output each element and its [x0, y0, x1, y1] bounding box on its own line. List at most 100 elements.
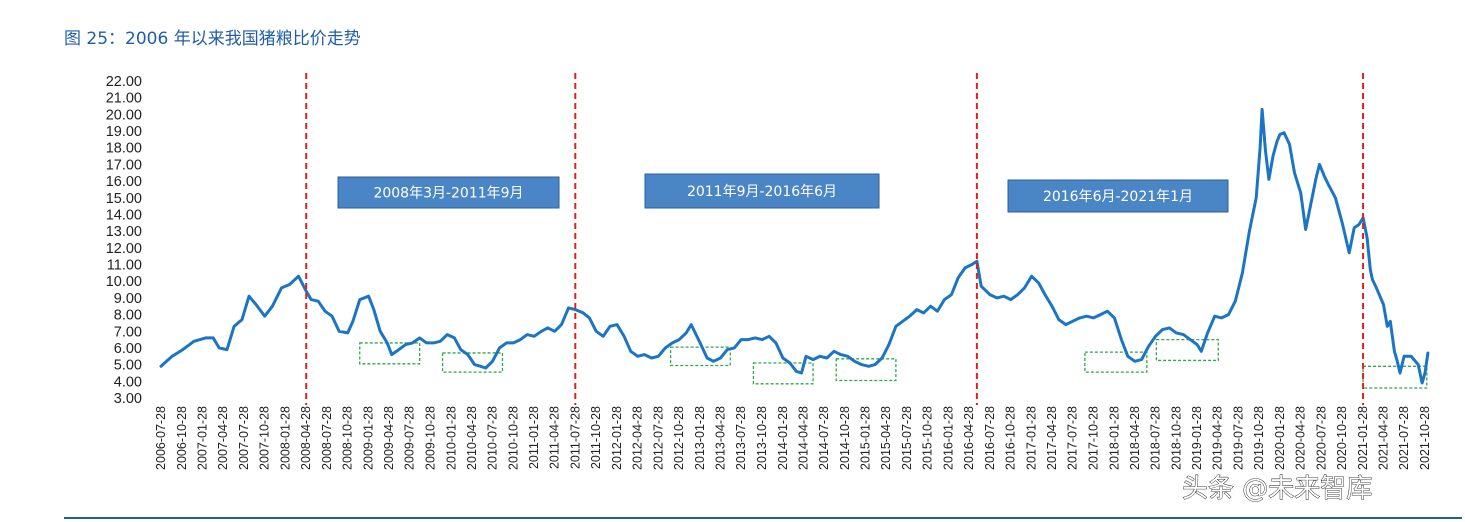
x-tick-label: 2020-07-28 — [1314, 406, 1328, 470]
x-tick-label: 2014-10-28 — [838, 406, 852, 470]
y-tick-label: 10.00 — [106, 274, 142, 290]
y-tick-label: 13.00 — [106, 224, 142, 240]
x-tick-label: 2019-10-28 — [1252, 406, 1266, 470]
y-tick-label: 21.00 — [106, 91, 142, 107]
trough-highlight-box — [1084, 351, 1148, 373]
x-axis: 2006-07-28 2006-10-28 2007-01-28 2007-04-28… — [154, 406, 1432, 470]
x-tick-label: 2007-04-28 — [216, 406, 230, 470]
x-tick-label: 2019-01-28 — [1190, 406, 1204, 470]
x-tick-label: 2011-01-28 — [527, 406, 541, 469]
x-tick-label: 2008-04-28 — [299, 406, 313, 470]
x-tick-label: 2014-04-28 — [796, 406, 810, 470]
y-tick-label: 8.00 — [114, 308, 142, 324]
trough-highlight-box — [1362, 365, 1428, 389]
x-tick-label: 2015-10-28 — [921, 406, 935, 470]
figure-title: 图 25：2006 年以来我国猪粮比价走势 — [64, 29, 361, 49]
x-tick-label: 2020-04-28 — [1294, 406, 1308, 470]
x-tick-label: 2017-10-28 — [1087, 406, 1101, 470]
y-tick-label: 19.00 — [106, 124, 142, 140]
trough-highlight-box — [359, 342, 421, 365]
x-tick-label: 2020-10-28 — [1335, 406, 1349, 470]
trough-highlight-box — [835, 358, 897, 382]
trough-highlight-box — [752, 362, 814, 385]
x-tick-label: 2006-10-28 — [175, 406, 189, 470]
x-tick-label: 2018-07-28 — [1148, 406, 1162, 470]
watermark: 头条 @未来智库 — [1182, 474, 1372, 504]
y-tick-label: 22.00 — [106, 74, 142, 90]
period-label-text: 2011年9月-2016年6月 — [687, 184, 837, 200]
period-labels: 2008年3月-2011年9月 2011年9月-2016年6月 2016年6月-20… — [337, 173, 1229, 213]
x-tick-label: 2017-07-28 — [1066, 406, 1080, 470]
x-tick-label: 2019-07-28 — [1231, 406, 1245, 470]
y-tick-label: 14.00 — [106, 207, 142, 223]
x-tick-label: 2013-07-28 — [734, 406, 748, 470]
cycle-dividers — [305, 73, 1365, 405]
x-tick-label: 2011-10-28 — [589, 406, 603, 469]
x-tick-label: 2016-10-28 — [1004, 406, 1018, 470]
x-tick-label: 2008-10-28 — [341, 406, 355, 470]
x-tick-label: 2011-07-28 — [568, 406, 582, 469]
period-label-box — [1007, 179, 1229, 213]
y-tick-label: 18.00 — [106, 141, 142, 157]
trough-highlights — [359, 338, 1428, 389]
y-tick-label: 5.00 — [114, 358, 142, 374]
x-tick-label: 2013-01-28 — [693, 406, 707, 470]
x-tick-label: 2010-10-28 — [506, 406, 520, 470]
x-tick-label: 2012-10-28 — [672, 406, 686, 470]
series-layer — [159, 107, 1430, 385]
x-tick-label: 2011-04-28 — [548, 406, 562, 469]
x-tick-label: 2014-07-28 — [817, 406, 831, 470]
y-tick-label: 7.00 — [114, 324, 142, 340]
x-tick-label: 2012-01-28 — [610, 406, 624, 470]
x-tick-label: 2016-04-28 — [962, 406, 976, 470]
x-tick-label: 2013-10-28 — [755, 406, 769, 470]
x-tick-label: 2014-01-28 — [776, 406, 790, 470]
x-tick-label: 2021-04-28 — [1376, 406, 1390, 470]
x-tick-label: 2009-04-28 — [382, 406, 396, 470]
x-tick-label: 2010-07-28 — [485, 406, 499, 470]
period-label-box — [644, 173, 880, 209]
y-axis: 3.004.005.006.007.008.009.0010.0011.0012… — [106, 74, 142, 407]
y-tick-label: 12.00 — [106, 241, 142, 257]
series-line — [159, 107, 1430, 385]
x-tick-label: 2007-01-28 — [196, 406, 210, 470]
x-tick-label: 2021-07-28 — [1397, 406, 1411, 470]
x-tick-label: 2008-07-28 — [320, 406, 334, 470]
x-tick-label: 2021-10-28 — [1418, 406, 1432, 470]
x-tick-label: 2012-07-28 — [651, 406, 665, 470]
x-tick-label: 2015-07-28 — [900, 406, 914, 470]
x-tick-label: 2009-07-28 — [403, 406, 417, 470]
x-tick-label: 2010-04-28 — [465, 406, 479, 470]
x-tick-label: 2007-07-28 — [237, 406, 251, 470]
x-tick-label: 2019-04-28 — [1211, 406, 1225, 470]
x-tick-label: 2010-01-28 — [444, 406, 458, 470]
period-label-text: 2008年3月-2011年9月 — [373, 186, 523, 202]
x-tick-label: 2018-01-28 — [1107, 406, 1121, 470]
y-tick-label: 11.00 — [107, 258, 142, 274]
y-tick-label: 16.00 — [106, 174, 142, 190]
x-tick-label: 2017-04-28 — [1045, 406, 1059, 470]
x-tick-label: 2007-10-28 — [258, 406, 272, 470]
y-tick-label: 17.00 — [106, 157, 142, 173]
x-tick-label: 2020-01-28 — [1273, 406, 1287, 470]
x-tick-label: 2015-04-28 — [879, 406, 893, 470]
trough-highlight-box — [669, 346, 731, 367]
period-label-text: 2016年6月-2021年1月 — [1043, 189, 1193, 205]
x-tick-label: 2009-10-28 — [424, 406, 438, 470]
x-tick-label: 2006-07-28 — [154, 406, 168, 470]
x-tick-label: 2018-04-28 — [1128, 406, 1142, 470]
x-tick-label: 2018-10-28 — [1169, 406, 1183, 470]
y-tick-label: 3.00 — [114, 391, 142, 407]
x-tick-label: 2016-07-28 — [983, 406, 997, 470]
x-tick-label: 2021-01-28 — [1356, 406, 1370, 470]
trough-highlight-box — [1155, 338, 1219, 362]
y-tick-label: 4.00 — [114, 374, 142, 390]
x-tick-label: 2017-01-28 — [1025, 406, 1039, 470]
x-tick-label: 2015-01-28 — [859, 406, 873, 470]
x-tick-label: 2016-01-28 — [942, 406, 956, 470]
y-tick-label: 6.00 — [114, 341, 142, 357]
x-tick-label: 2012-04-28 — [631, 406, 645, 470]
period-label-box — [337, 176, 560, 209]
x-tick-label: 2013-04-28 — [714, 406, 728, 470]
